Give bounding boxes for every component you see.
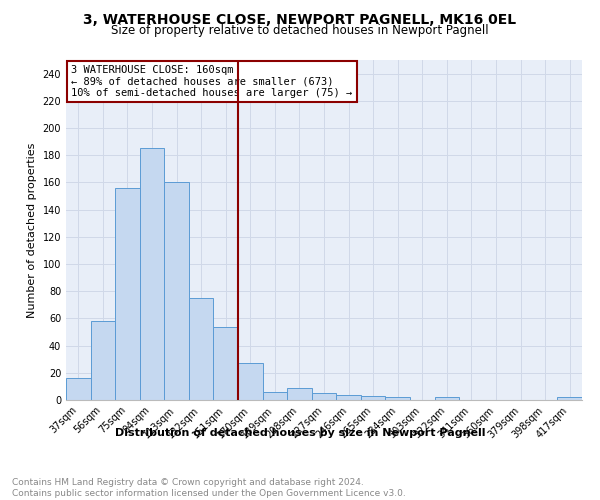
Bar	[287, 388, 312, 400]
Bar	[336, 394, 361, 400]
Text: Contains HM Land Registry data © Crown copyright and database right 2024.
Contai: Contains HM Land Registry data © Crown c…	[12, 478, 406, 498]
Bar	[385, 398, 410, 400]
Bar	[263, 392, 287, 400]
Bar	[214, 326, 238, 400]
Text: 3 WATERHOUSE CLOSE: 160sqm
← 89% of detached houses are smaller (673)
10% of sem: 3 WATERHOUSE CLOSE: 160sqm ← 89% of deta…	[71, 65, 352, 98]
Bar	[164, 182, 189, 400]
Bar	[312, 393, 336, 400]
Y-axis label: Number of detached properties: Number of detached properties	[27, 142, 37, 318]
Bar	[91, 321, 115, 400]
Bar	[238, 364, 263, 400]
Bar	[115, 188, 140, 400]
Bar	[66, 378, 91, 400]
Bar	[140, 148, 164, 400]
Bar	[434, 398, 459, 400]
Bar	[361, 396, 385, 400]
Text: Distribution of detached houses by size in Newport Pagnell: Distribution of detached houses by size …	[115, 428, 485, 438]
Text: 3, WATERHOUSE CLOSE, NEWPORT PAGNELL, MK16 0EL: 3, WATERHOUSE CLOSE, NEWPORT PAGNELL, MK…	[83, 12, 517, 26]
Bar	[557, 398, 582, 400]
Text: Size of property relative to detached houses in Newport Pagnell: Size of property relative to detached ho…	[111, 24, 489, 37]
Bar	[189, 298, 214, 400]
